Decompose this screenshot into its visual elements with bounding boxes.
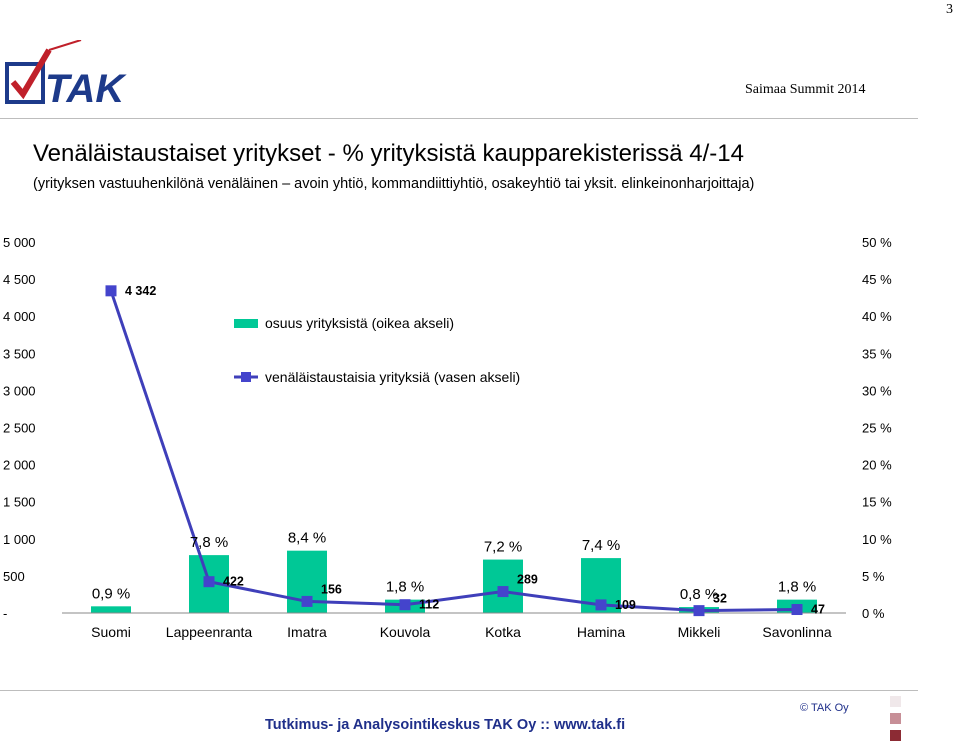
line-series [105, 285, 803, 617]
left-axis-ticks: - 500 1 000 1 500 2 000 2 500 3 000 3 500 4 000 4… [3, 235, 36, 621]
footer-text: Tutkimus- ja Analysointikeskus TAK Oy ::… [265, 717, 626, 733]
right-tick-label: 50 % [862, 235, 892, 250]
bar-value-label: 0,9 % [92, 585, 130, 602]
legend-bar-swatch [234, 319, 258, 328]
category-label: Kouvola [380, 624, 431, 640]
line-value-label: 109 [615, 598, 636, 612]
right-tick-label: 10 % [862, 532, 892, 547]
category-labels: Suomi Lappeenranta Imatra Kouvola Kotka Hamin… [91, 624, 832, 640]
left-tick-label: 1 000 [3, 532, 36, 547]
line-marker [399, 599, 411, 611]
legend-line-label: venäläistaustaisia yrityksiä (vasen akse… [265, 369, 520, 385]
right-tick-label: 40 % [862, 309, 892, 324]
right-tick-label: 5 % [862, 569, 885, 584]
bar [91, 606, 131, 613]
bar-data-labels: 0,9 % 7,8 % 8,4 % 1,8 % 7,2 % 7,4 % 0,8 % 1,8 % [92, 530, 816, 603]
line-value-label: 289 [517, 573, 538, 587]
left-tick-label: 5 000 [3, 235, 36, 250]
line-value-label: 32 [713, 592, 727, 606]
footer-square-light [890, 696, 901, 707]
category-label: Kotka [485, 624, 521, 640]
legend: osuus yrityksistä (oikea akseli) venäläis… [234, 315, 520, 385]
bar-value-label: 0,8 % [680, 586, 718, 603]
right-tick-label: 45 % [862, 272, 892, 287]
bar-value-label: 8,4 % [288, 530, 326, 547]
footer-divider [0, 690, 918, 691]
line-value-label: 156 [321, 582, 342, 596]
bar-value-label: 1,8 % [386, 579, 424, 596]
bar-value-label: 7,2 % [484, 539, 522, 556]
left-tick-label: 500 [3, 569, 25, 584]
line-data-labels: 4 342 422 156 112 289 109 32 47 [125, 284, 825, 617]
event-label: Saimaa Summit 2014 [745, 82, 866, 97]
bar-value-label: 7,8 % [190, 534, 228, 551]
category-label: Mikkeli [678, 624, 721, 640]
line-marker [791, 604, 803, 616]
line-marker [693, 605, 705, 617]
category-label: Savonlinna [762, 624, 831, 640]
left-tick-label: 2 500 [3, 421, 36, 436]
bar-value-label: 1,8 % [778, 579, 816, 596]
line-marker [301, 595, 313, 607]
line-value-label: 112 [419, 598, 439, 612]
legend-bar-label: osuus yrityksistä (oikea akseli) [265, 315, 454, 331]
category-label: Suomi [91, 624, 131, 640]
copyright: © TAK Oy [800, 702, 849, 714]
series-line [109, 290, 798, 613]
right-tick-label: 0 % [862, 606, 885, 621]
line-value-label: 422 [223, 575, 244, 589]
bar-series [91, 550, 817, 613]
line-value-label: 4 342 [125, 284, 156, 298]
line-marker [497, 586, 509, 598]
left-tick-label: 4 500 [3, 272, 36, 287]
page-title: Venäläistaustaiset yritykset - % yrityks… [33, 140, 744, 167]
line-marker [105, 285, 117, 297]
right-tick-label: 30 % [862, 383, 892, 398]
line-marker [595, 599, 607, 611]
footer-square-mid [890, 713, 901, 724]
line-marker [203, 576, 215, 588]
left-tick-label: 4 000 [3, 309, 36, 324]
page-subtitle: (yrityksen vastuuhenkilönä venäläinen – … [33, 176, 755, 192]
left-tick-label: 1 500 [3, 495, 36, 510]
combo-chart: - 500 1 000 1 500 2 000 2 500 3 000 3 500 4 000 4… [3, 235, 892, 640]
right-tick-label: 35 % [862, 346, 892, 361]
right-axis-ticks: 0 % 5 % 10 % 15 % 20 % 25 % 30 % 35 % 40 % 45 % 50… [862, 235, 892, 621]
legend-line-marker [241, 372, 251, 382]
category-label: Lappeenranta [166, 624, 253, 640]
right-tick-label: 25 % [862, 421, 892, 436]
logo-text: TAK [45, 67, 127, 108]
page-number: 3 [946, 2, 953, 17]
header-divider [0, 118, 918, 119]
tak-logo: TAK [5, 39, 155, 111]
category-label: Imatra [287, 624, 327, 640]
left-tick-label: - [3, 606, 7, 621]
bar-value-label: 7,4 % [582, 537, 620, 554]
right-tick-label: 15 % [862, 495, 892, 510]
category-label: Hamina [577, 624, 625, 640]
right-tick-label: 20 % [862, 458, 892, 473]
left-tick-label: 2 000 [3, 458, 36, 473]
footer-square-dark [890, 730, 901, 741]
left-tick-label: 3 000 [3, 383, 36, 398]
line-value-label: 47 [811, 603, 825, 617]
left-tick-label: 3 500 [3, 346, 36, 361]
